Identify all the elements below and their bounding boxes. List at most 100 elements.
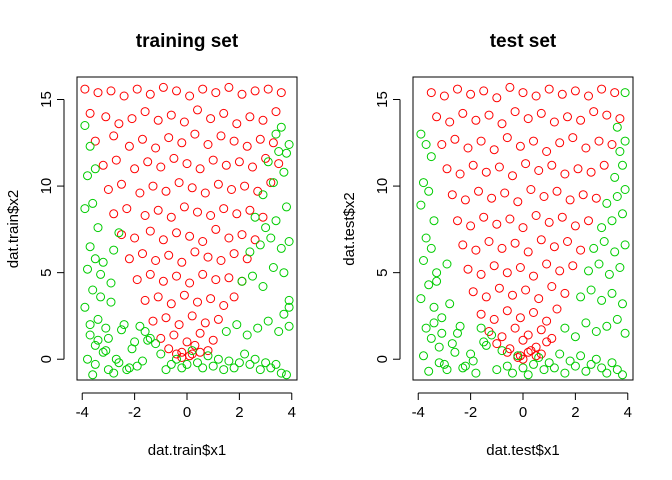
data-point: [127, 344, 137, 354]
data-point: [185, 278, 195, 288]
data-point: [164, 250, 174, 260]
data-point: [138, 249, 147, 259]
data-point: [261, 358, 271, 368]
data-point: [198, 237, 208, 246]
data-point: [615, 114, 625, 124]
data-point: [529, 359, 538, 369]
data-point: [161, 365, 171, 375]
data-point: [206, 114, 216, 124]
data-point: [424, 280, 434, 290]
data-point: [98, 257, 108, 267]
data-point: [151, 339, 161, 349]
data-point: [250, 354, 260, 364]
data-point: [124, 254, 134, 264]
data-point: [195, 347, 205, 357]
data-point: [489, 145, 499, 155]
data-point: [140, 327, 150, 336]
data-point: [534, 294, 544, 304]
data-point: [135, 321, 145, 331]
data-point: [447, 190, 457, 200]
data-point: [229, 292, 239, 302]
data-point: [221, 327, 231, 336]
y-tick-label: 5: [374, 268, 391, 276]
data-point: [576, 115, 586, 125]
data-point: [542, 147, 552, 156]
data-point: [90, 164, 100, 174]
y-tick-label: 10: [374, 178, 391, 195]
data-point: [476, 269, 486, 279]
data-point: [568, 133, 578, 143]
data-point: [565, 356, 575, 366]
data-point: [429, 216, 439, 226]
data-point: [607, 216, 617, 226]
data-point: [237, 89, 247, 99]
data-point: [584, 216, 593, 226]
data-point: [119, 91, 129, 101]
data-point: [109, 245, 119, 255]
x-tick-label: 2: [235, 404, 243, 421]
data-point: [489, 314, 499, 324]
data-point: [83, 264, 92, 274]
data-point: [476, 136, 486, 146]
data-point: [426, 88, 436, 98]
data-point: [200, 318, 210, 328]
data-point: [80, 204, 90, 214]
y-tick-label: 10: [38, 178, 55, 195]
training-set-panel: training set -4 -2 0 2 4 0 5 10 15 dat.train$x1…: [5, 31, 298, 459]
x-tick-label: -2: [128, 404, 141, 421]
data-point: [534, 353, 544, 362]
data-point: [492, 93, 502, 103]
data-point: [599, 160, 609, 170]
data-point: [463, 264, 473, 274]
data-point: [468, 356, 478, 366]
data-point: [109, 209, 119, 219]
data-point: [224, 273, 234, 283]
data-point: [508, 171, 517, 181]
x-tick-label: -2: [464, 404, 477, 421]
data-point: [109, 368, 119, 378]
data-point: [172, 354, 181, 364]
data-point: [445, 299, 455, 309]
data-point: [597, 223, 607, 233]
data-point: [255, 134, 265, 144]
data-point: [479, 212, 489, 222]
data-point: [114, 358, 124, 368]
data-point: [132, 275, 142, 285]
data-point: [442, 164, 452, 174]
y-tick-label: 15: [38, 91, 55, 108]
data-point: [172, 228, 181, 238]
data-point: [594, 259, 604, 269]
data-point: [255, 365, 265, 375]
data-point: [227, 185, 236, 194]
data-point: [200, 188, 210, 198]
data-point: [130, 233, 140, 243]
data-point: [563, 112, 572, 122]
data-point: [145, 269, 155, 279]
data-point: [610, 247, 620, 257]
data-point: [620, 136, 630, 146]
data-point: [240, 181, 250, 191]
data-point: [460, 195, 470, 205]
data-point: [460, 361, 470, 371]
data-point: [484, 110, 494, 120]
data-point: [114, 119, 124, 129]
data-point: [555, 349, 565, 359]
data-point: [518, 223, 528, 233]
data-point: [111, 155, 121, 165]
data-point: [497, 243, 507, 253]
data-point: [607, 140, 617, 149]
data-point: [224, 356, 234, 366]
data-point: [98, 160, 108, 170]
x-axis-label: dat.train$x1: [148, 442, 226, 459]
data-point: [620, 185, 630, 194]
data-point: [442, 365, 452, 375]
data-point: [429, 302, 439, 312]
data-point: [479, 86, 489, 96]
data-point: [586, 285, 596, 295]
data-point: [177, 353, 187, 362]
data-point: [547, 282, 557, 291]
data-point: [536, 108, 546, 118]
data-point: [502, 347, 512, 357]
data-point: [531, 91, 541, 101]
